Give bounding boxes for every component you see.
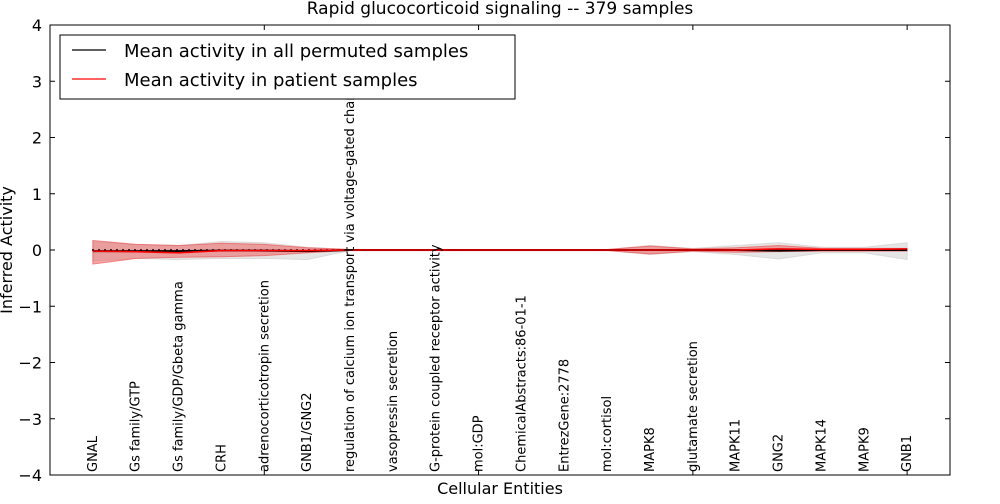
legend-label-patient: Mean activity in patient samples <box>124 70 418 91</box>
category-label: regulation of calcium ion transport via … <box>343 73 358 472</box>
category-label: adrenocorticotropin secretion <box>257 280 272 472</box>
category-label: mol:GDP <box>472 415 487 472</box>
series-line-1 <box>92 248 908 254</box>
category-label: CRH <box>214 444 229 472</box>
y-tick-label: −1 <box>18 297 42 316</box>
legend-box <box>59 34 516 100</box>
category-label: glutamate secretion <box>686 341 701 472</box>
category-label: MAPK11 <box>729 419 744 472</box>
category-label: ChemicalAbstracts:86-01-1 <box>514 295 529 472</box>
category-label: Gs family/GTP <box>129 381 144 472</box>
category-label: MAPK8 <box>643 427 658 472</box>
category-label: GNB1/GNG2 <box>300 392 315 472</box>
category-label: G-protein coupled receptor activity <box>429 244 444 472</box>
y-tick-label: 1 <box>32 185 42 204</box>
y-tick-label: −4 <box>18 466 42 485</box>
category-label: MAPK14 <box>814 419 829 472</box>
category-label: Gs family/GDP/Gbeta gamma <box>172 281 187 472</box>
y-tick-label: 2 <box>32 129 42 148</box>
x-axis-label: Cellular Entities <box>437 479 563 498</box>
y-tick-label: 3 <box>32 72 42 91</box>
category-label: vasopressin secretion <box>386 331 401 472</box>
legend: Mean activity in all permuted samples Me… <box>59 34 516 100</box>
y-tick-label: 4 <box>32 16 42 35</box>
y-axis-label: Inferred Activity <box>0 186 16 314</box>
category-label: MAPK9 <box>857 427 872 472</box>
category-label: GNAL <box>86 435 101 472</box>
y-tick-label: −2 <box>18 354 42 373</box>
category-label: mol:cortisol <box>600 396 615 472</box>
category-label: EntrezGene:2778 <box>557 359 572 472</box>
category-label: GNG2 <box>772 434 787 472</box>
category-label: GNB1 <box>900 435 915 472</box>
chart-title: Rapid glucocorticoid signaling -- 379 sa… <box>307 0 694 19</box>
y-tick-label: 0 <box>32 241 42 260</box>
plot-frame <box>49 24 951 476</box>
y-tick-label: −3 <box>18 410 42 429</box>
legend-label-permuted: Mean activity in all permuted samples <box>124 41 468 62</box>
